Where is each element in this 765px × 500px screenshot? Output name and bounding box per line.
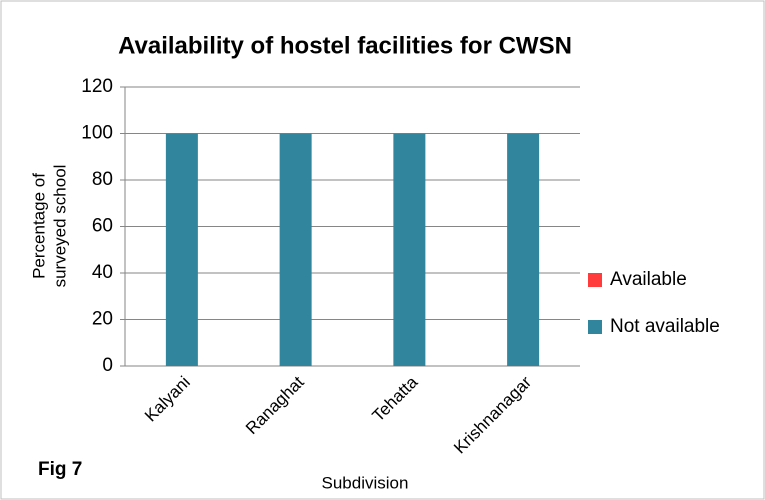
y-tick-label: 60 <box>92 216 113 237</box>
legend-label: Available <box>610 269 687 290</box>
y-tick-label: 20 <box>92 309 113 330</box>
legend-swatch <box>588 320 602 334</box>
bar-segment <box>165 133 198 366</box>
chart-title: Availability of hostel facilities for CW… <box>118 32 572 59</box>
bar-segment <box>507 133 540 366</box>
figure-label: Fig 7 <box>38 459 82 480</box>
bar-segment <box>279 133 312 366</box>
y-tick-label: 0 <box>102 355 113 376</box>
x-axis-label: Subdivision <box>322 473 409 492</box>
bar-segment <box>393 133 426 366</box>
y-axis-label: surveyed school <box>50 165 69 288</box>
y-tick-label: 80 <box>92 169 113 190</box>
y-tick-label: 40 <box>92 262 113 283</box>
y-tick-label: 120 <box>81 76 113 97</box>
y-axis-label: Percentage of <box>29 173 48 279</box>
y-tick-label: 100 <box>81 123 113 144</box>
legend-label: Not available <box>610 316 720 337</box>
legend-swatch <box>588 273 602 287</box>
